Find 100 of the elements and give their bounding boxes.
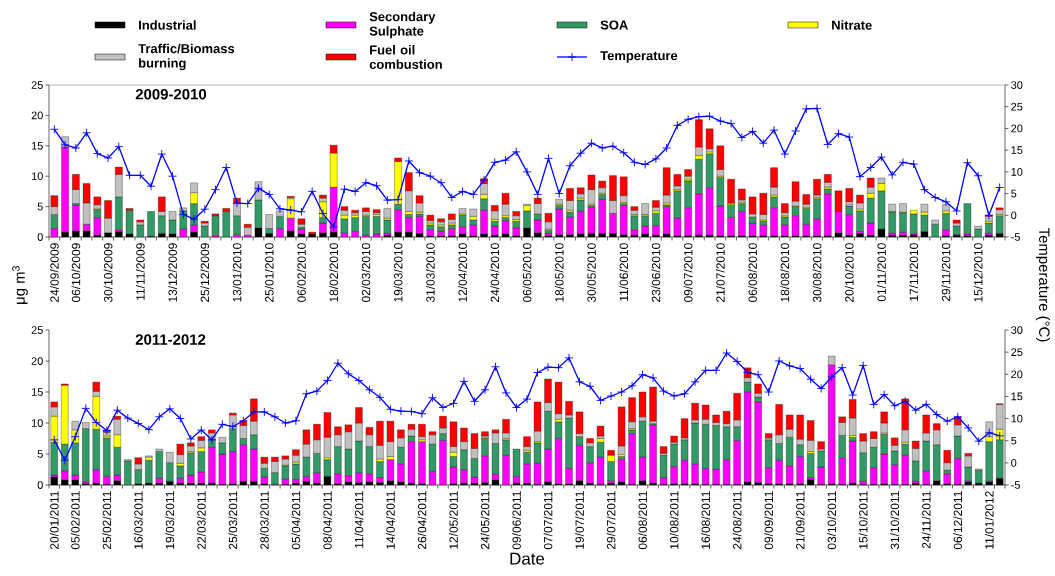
x-axis-title: Date xyxy=(510,552,545,565)
x-tick-label: 12/05/2011 xyxy=(449,491,458,549)
y2-axis-title: Temperature (°C) xyxy=(1036,227,1050,342)
y2-tick-label: 30 xyxy=(1011,81,1023,89)
x-tick-label: 06/12/2011 xyxy=(953,491,963,550)
x-tick-label: 11/11/2009 xyxy=(135,243,145,300)
x-tick-label: 28/03/2011 xyxy=(259,491,269,550)
y-tick-label: 5 xyxy=(37,450,43,458)
x-tick-label: 06/08/2011 xyxy=(638,491,647,550)
x-tick-label: 15/10/2011 xyxy=(858,491,868,549)
legend-label: Fuel oil combustion xyxy=(369,45,442,69)
x-tick-label: 02/03/2010 xyxy=(361,243,371,303)
x-tick-label: 25/12/2009 xyxy=(200,243,210,302)
y-tick-label: 10 xyxy=(31,172,43,181)
x-tick-label: 24/09/2009 xyxy=(49,243,59,302)
x-tick-label: 29/11/2010 xyxy=(941,243,951,302)
x-tick-label: 10/08/2011 xyxy=(669,491,679,549)
x-tick-label: 25/01/2010 xyxy=(264,243,274,302)
x-tick-label: 25/02/2011 xyxy=(102,491,112,550)
x-tick-label: 31/10/2011 xyxy=(890,491,900,550)
x-tick-label: 24/11/2011 xyxy=(921,491,931,549)
y2-tick-label: 20 xyxy=(1011,370,1023,379)
y2-tick-label: 5 xyxy=(1011,436,1017,445)
x-tick-label: 17/11/2010 xyxy=(909,243,919,301)
x-tick-label: 09/06/2011 xyxy=(512,491,521,550)
x-tick-label: 19/03/2010 xyxy=(393,243,403,302)
x-tick-label: 20/10/2010 xyxy=(844,243,854,302)
x-tick-label: 26/04/2011 xyxy=(417,491,427,550)
y2-tick-label: 25 xyxy=(1011,348,1023,357)
x-tick-label: 08/04/2011 xyxy=(323,491,332,550)
x-tick-label: 25/03/2011 xyxy=(228,491,238,550)
x-tick-label: 29/07/2011 xyxy=(606,491,616,550)
x-tick-label: 14/04/2011 xyxy=(386,491,395,549)
x-tick-label: 23/06/2010 xyxy=(651,243,661,302)
x-tick-label: 30/10/2009 xyxy=(103,243,113,303)
x-tick-label: 09/09/2011 xyxy=(764,491,774,550)
y2-tick-label: 0 xyxy=(1011,211,1017,220)
y2-tick-label: 10 xyxy=(1011,167,1023,176)
chart-title: 2011-2012 xyxy=(135,334,206,345)
x-tick-label: 01/11/2010 xyxy=(877,243,886,302)
x-tick-label: 05/02/2011 xyxy=(70,491,80,550)
x-tick-label: 16/08/2011 xyxy=(701,491,710,549)
y-tick-label: 15 xyxy=(31,141,43,150)
chart-title: 2009-2010 xyxy=(135,88,207,100)
y2-tick-label: -5 xyxy=(1011,481,1020,489)
y-tick-label: 20 xyxy=(31,111,43,120)
x-tick-label: 24/04/2010 xyxy=(490,243,500,302)
x-tick-label: 22/03/2011 xyxy=(196,491,206,550)
y2-tick-label: 15 xyxy=(1011,392,1023,401)
y2-tick-label: 20 xyxy=(1011,124,1023,133)
x-tick-label: 30/05/2010 xyxy=(587,243,596,303)
x-tick-label: 30/08/2010 xyxy=(812,243,822,303)
y-tick-label: 0 xyxy=(37,481,43,489)
x-tick-label: 07/07/2011 xyxy=(543,491,553,550)
x-tick-label: 13/12/2009 xyxy=(168,243,177,302)
x-tick-label: 18/08/2010 xyxy=(780,243,790,302)
legend-label: Traffic/Biomass burning xyxy=(138,43,235,71)
x-tick-label: 06/10/2009 xyxy=(71,243,81,303)
x-tick-label: 16/03/2011 xyxy=(133,491,143,549)
x-tick-label: 06/08/2010 xyxy=(748,243,757,303)
x-tick-label: 21/09/2011 xyxy=(795,491,805,550)
y-tick-label: 25 xyxy=(31,326,43,334)
x-tick-label: 06/05/2010 xyxy=(522,243,532,303)
x-tick-label: 15/12/2010 xyxy=(973,243,983,302)
x-tick-label: 19/07/2011 xyxy=(575,491,584,549)
y-tick-label: 20 xyxy=(31,357,43,365)
y2-tick-label: 30 xyxy=(1011,326,1023,334)
legend-label: Secondary Sulphate xyxy=(369,11,436,39)
x-tick-label: 21/07/2010 xyxy=(715,243,725,302)
x-tick-label: 18/02/2010 xyxy=(329,243,339,302)
y2-tick-label: 25 xyxy=(1011,102,1023,111)
legend-label: Nitrate xyxy=(832,20,872,30)
x-tick-label: 12/04/2010 xyxy=(458,243,467,302)
legend-label: Industrial xyxy=(139,20,196,30)
x-tick-label: 18/05/2010 xyxy=(554,243,564,302)
y2-tick-label: 5 xyxy=(1011,189,1017,198)
y-tick-label: 15 xyxy=(31,388,43,396)
x-tick-label: 19/03/2011 xyxy=(165,491,175,549)
x-tick-label: 06/02/2010 xyxy=(297,243,306,303)
y2-tick-label: -5 xyxy=(1011,233,1020,241)
y-axis-title: μg m$^{3}$ xyxy=(12,266,28,304)
x-tick-label: 13/01/2010 xyxy=(232,243,242,302)
x-tick-label: 31/03/2010 xyxy=(425,243,435,303)
y-tick-label: 0 xyxy=(37,233,43,241)
x-tick-label: 24/05/2011 xyxy=(480,491,490,550)
y-tick-label: 10 xyxy=(31,419,43,427)
legend-label: Temperature xyxy=(600,51,678,63)
x-tick-label: 09/07/2010 xyxy=(683,243,693,303)
y2-tick-label: 0 xyxy=(1011,458,1017,467)
x-tick-label: 11/04/2011 xyxy=(354,491,364,548)
x-tick-label: 11/06/2010 xyxy=(619,243,629,301)
y2-tick-label: 10 xyxy=(1011,414,1023,423)
x-tick-label: 05/04/2011 xyxy=(291,491,301,550)
y-tick-label: 25 xyxy=(31,81,43,89)
y2-tick-label: 15 xyxy=(1011,146,1023,154)
x-tick-label: 20/01/2011 xyxy=(49,491,59,550)
legend-label: SOA xyxy=(600,20,628,30)
x-tick-label: 24/08/2011 xyxy=(732,491,742,550)
x-tick-label: 11/01/2012 xyxy=(984,491,994,549)
y-tick-label: 5 xyxy=(37,202,43,211)
